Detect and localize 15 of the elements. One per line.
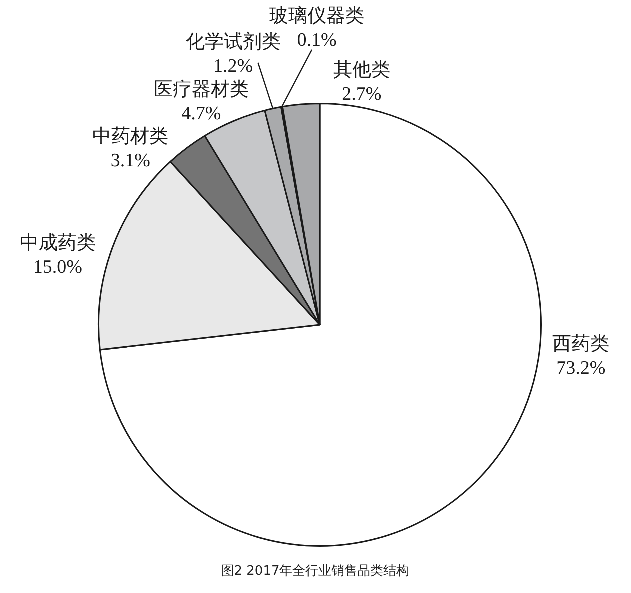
caption: 图2 2017年全行业销售品类结构	[221, 564, 410, 580]
slice-label: 其他类	[333, 60, 390, 81]
data-label: 3.1%	[110, 150, 151, 172]
slice-label: 中药材类	[92, 126, 169, 148]
slice-label: 化学试剂类	[186, 30, 281, 53]
slice-label: 西药类	[552, 334, 610, 355]
data-label: 4.7%	[182, 104, 222, 125]
data-label: 2.7%	[342, 84, 382, 105]
data-label: 73.2%	[556, 358, 606, 379]
data-label: 0.1%	[297, 30, 337, 51]
data-label: 1.2%	[214, 56, 254, 77]
data-label: 15.0%	[33, 257, 83, 278]
slice-label: 医疗器材类	[154, 80, 249, 101]
slice-label: 中成药类	[20, 233, 96, 254]
slice-label: 玻璃仪器类	[270, 4, 365, 27]
